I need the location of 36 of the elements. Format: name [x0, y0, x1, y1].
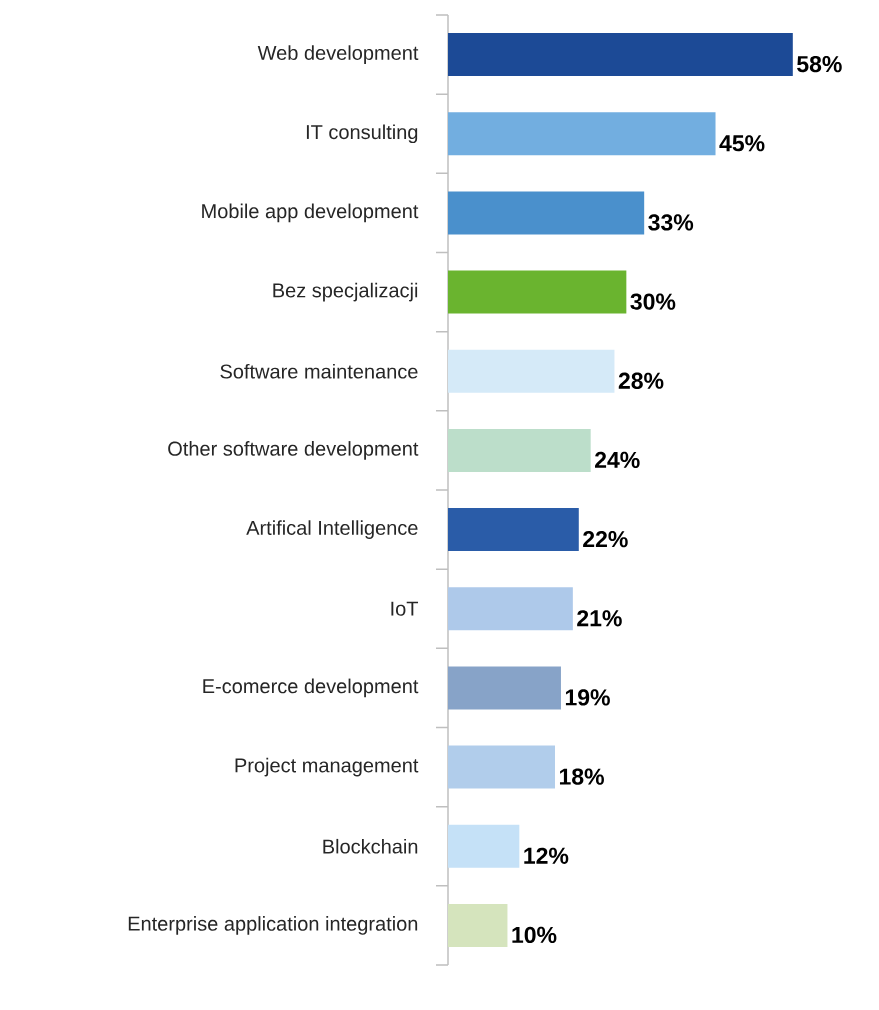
data-label: 22%: [583, 530, 628, 548]
y-tick-label: IoT: [391, 601, 419, 616]
data-label: 58%: [797, 55, 842, 73]
y-tick-label: E-comerce development: [203, 678, 419, 698]
data-label: 19%: [565, 689, 610, 706]
bar: [448, 745, 556, 789]
data-label: 45%: [719, 135, 765, 152]
y-tick-label: Bez specjalizacji: [273, 282, 418, 302]
data-label: 10%: [512, 926, 557, 944]
y-tick-label: Mobile app development: [202, 203, 419, 223]
y-tick-label: IT consulting: [306, 124, 418, 144]
bar: [448, 349, 615, 393]
data-label: 33%: [648, 214, 694, 231]
bar: [448, 666, 561, 710]
y-tick-label: Blockchain: [323, 838, 418, 854]
y-tick-label: Software maintenance: [220, 363, 418, 379]
y-tick-label: Web development: [257, 45, 419, 64]
data-label: 18%: [559, 768, 604, 785]
bar: [448, 903, 508, 947]
bar: [448, 191, 645, 235]
y-tick-label: Artifical Intelligence: [246, 520, 418, 539]
y-tick-label: Project management: [235, 757, 419, 777]
y-tick-label: Enterprise application integration: [128, 916, 418, 935]
bar: [448, 112, 716, 156]
data-label: 24%: [594, 451, 640, 469]
bar: [448, 33, 793, 77]
bar: [448, 508, 579, 552]
y-tick-label: Other software development: [168, 441, 419, 460]
data-label: 30%: [630, 293, 676, 310]
data-label: 28%: [618, 372, 664, 389]
bar: [448, 824, 520, 868]
data-label: 21%: [577, 610, 622, 627]
bar: [448, 428, 591, 472]
bar: [448, 587, 573, 631]
bar: [448, 270, 627, 314]
data-label: 12%: [524, 847, 569, 864]
